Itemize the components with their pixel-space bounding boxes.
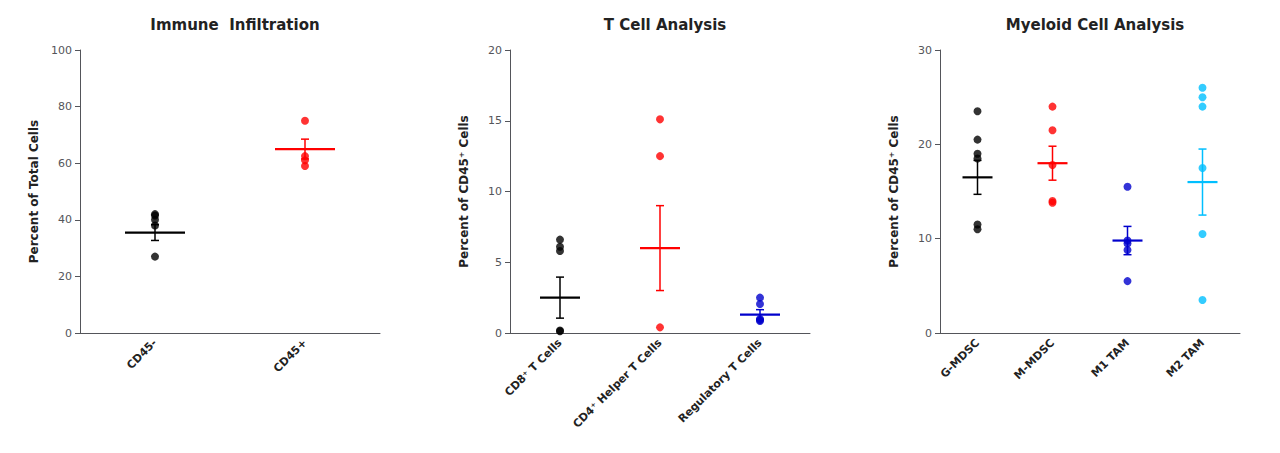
svg-text:20: 20	[918, 138, 932, 151]
svg-text:T Cell Analysis: T Cell Analysis	[604, 16, 727, 34]
svg-text:CD8⁺ T Cells: CD8⁺ T Cells	[502, 336, 565, 399]
svg-text:100: 100	[51, 44, 72, 57]
svg-text:20: 20	[58, 270, 72, 283]
svg-text:Percent of Total Cells: Percent of Total Cells	[27, 120, 41, 263]
svg-text:0: 0	[495, 327, 502, 340]
svg-text:40: 40	[58, 213, 72, 226]
svg-text:Immune Infiltration: Immune Infiltration	[150, 16, 319, 34]
svg-text:M1 TAM: M1 TAM	[1089, 336, 1132, 379]
svg-text:0: 0	[65, 327, 72, 340]
svg-text:60: 60	[58, 157, 72, 170]
svg-text:CD4⁺ Helper T Cells: CD4⁺ Helper T Cells	[570, 336, 665, 431]
svg-text:CD45-: CD45-	[124, 336, 159, 371]
svg-text:M-MDSC: M-MDSC	[1011, 336, 1057, 382]
svg-text:Regulatory T Cells: Regulatory T Cells	[676, 336, 765, 425]
svg-text:30: 30	[918, 44, 932, 57]
svg-text:CD45+: CD45+	[271, 336, 310, 375]
svg-text:M2 TAM: M2 TAM	[1164, 336, 1207, 379]
svg-text:80: 80	[58, 100, 72, 113]
svg-text:10: 10	[918, 232, 932, 245]
svg-text:Percent of CD45⁺ Cells: Percent of CD45⁺ Cells	[887, 115, 901, 268]
svg-text:10: 10	[488, 185, 502, 198]
svg-text:0: 0	[925, 327, 932, 340]
svg-text:5: 5	[495, 256, 502, 269]
svg-text:Myeloid Cell Analysis: Myeloid Cell Analysis	[1006, 16, 1185, 34]
svg-text:G-MDSC: G-MDSC	[938, 336, 982, 380]
svg-text:Percent of CD45⁺ Cells: Percent of CD45⁺ Cells	[457, 115, 471, 268]
svg-text:20: 20	[488, 44, 502, 57]
svg-text:15: 15	[488, 114, 502, 127]
